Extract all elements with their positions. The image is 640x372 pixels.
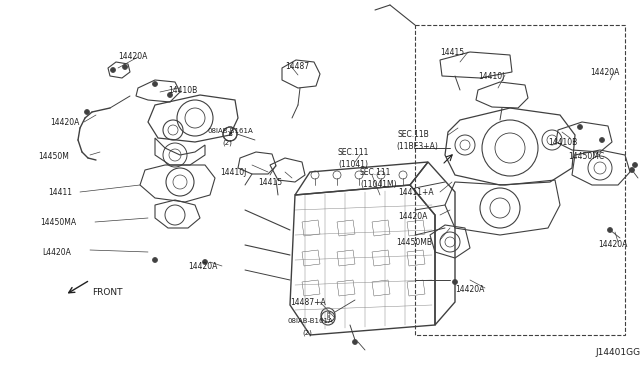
Text: (11041): (11041) [338,160,368,169]
Text: 14487: 14487 [285,62,309,71]
Text: 14411+A: 14411+A [398,188,434,197]
Circle shape [168,93,173,97]
Text: 14410J: 14410J [478,72,504,81]
Circle shape [607,228,612,232]
Text: (11BE3+A): (11BE3+A) [396,142,438,151]
Text: B: B [228,131,232,137]
Text: 14420A: 14420A [598,240,627,249]
Circle shape [152,257,157,263]
Text: 14487+A: 14487+A [290,298,326,307]
Text: 14410B: 14410B [168,86,197,95]
Text: 08IAB-B161A: 08IAB-B161A [288,318,333,324]
Text: 14450M: 14450M [38,152,69,161]
Text: 14410J: 14410J [220,168,246,177]
Text: (2): (2) [302,330,312,337]
Circle shape [84,109,90,115]
Text: SEC.111: SEC.111 [338,148,369,157]
Text: 14420A: 14420A [118,52,147,61]
Text: 14415: 14415 [440,48,464,57]
Circle shape [600,138,605,142]
Circle shape [152,81,157,87]
Text: 14450MC: 14450MC [568,152,604,161]
Text: (2): (2) [222,140,232,147]
Circle shape [122,64,127,70]
Text: 14415: 14415 [258,178,282,187]
Text: 14450MB: 14450MB [396,238,432,247]
Text: B: B [326,312,330,317]
Text: 14450MA: 14450MA [40,218,76,227]
Circle shape [632,163,637,167]
Text: (11041M): (11041M) [360,180,397,189]
Bar [415,25,625,335]
Text: 14420A: 14420A [398,212,428,221]
Circle shape [630,167,634,173]
Text: B: B [326,315,330,321]
Text: 14420A: 14420A [455,285,484,294]
Text: 14420A: 14420A [50,118,79,127]
Text: 14410B: 14410B [548,138,577,147]
Circle shape [452,279,458,285]
Text: SEC.111: SEC.111 [360,168,392,177]
Text: FRONT: FRONT [92,288,122,297]
Text: 14420A: 14420A [590,68,620,77]
Circle shape [577,125,582,129]
Text: SEC.11B: SEC.11B [398,130,429,139]
Text: J14401GG: J14401GG [595,348,640,357]
Circle shape [202,260,207,264]
Text: 14411: 14411 [48,188,72,197]
Text: 08IAB-B161A: 08IAB-B161A [208,128,253,134]
Text: B: B [228,131,232,137]
Text: L4420A: L4420A [42,248,71,257]
Circle shape [353,340,358,344]
Text: 14420A: 14420A [188,262,218,271]
Circle shape [111,67,115,73]
